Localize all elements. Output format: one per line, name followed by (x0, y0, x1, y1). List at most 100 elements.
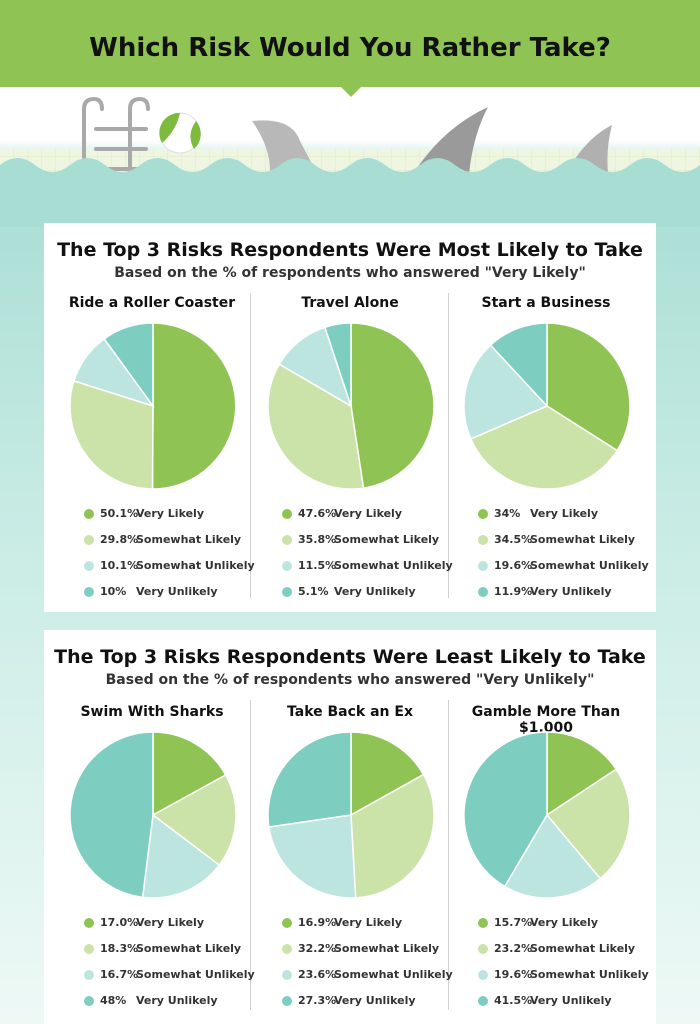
legend-swatch (282, 944, 292, 954)
legend-label: Very Unlikely (334, 994, 416, 1007)
very-unlikely-slice (267, 731, 352, 828)
legend-swatch (84, 561, 94, 571)
somewhat-unlikely-slice (141, 813, 221, 899)
legend-label: Somewhat Likely (530, 533, 636, 546)
legend-label: Very Unlikely (334, 585, 416, 598)
legend-label: Somewhat Unlikely (136, 968, 255, 981)
pie-chart (69, 322, 237, 490)
legend-label: Somewhat Likely (136, 942, 242, 955)
legend-percent: 10% (100, 585, 127, 598)
least-likely-panel: The Top 3 Risks Respondents Were Least L… (44, 630, 656, 1024)
legend-swatch (282, 970, 292, 980)
legend-swatch (478, 587, 488, 597)
legend-swatch (282, 918, 292, 928)
page-title: Which Risk Would You Rather Take? (89, 33, 611, 63)
legend-label: Somewhat Unlikely (530, 559, 649, 572)
legend-label: Very Unlikely (530, 994, 612, 1007)
header-banner (0, 0, 700, 87)
somewhat-likely-slice (151, 773, 237, 867)
legend-percent: 18.3% (100, 942, 139, 955)
legend-percent: 35.8% (298, 533, 337, 546)
legend-label: Very Likely (334, 507, 402, 520)
legend-swatch (84, 587, 94, 597)
legend-label: Very Likely (530, 507, 598, 520)
legend-percent: 34.5% (494, 533, 533, 546)
column-divider (448, 293, 449, 598)
chart-title: Swim With Sharks (80, 704, 224, 720)
chart-title: Start a Business (481, 295, 611, 311)
somewhat-likely-slice (469, 405, 619, 490)
pie-chart (267, 731, 435, 899)
column-divider (250, 293, 251, 598)
very-likely-slice (151, 322, 237, 490)
very-likely-slice (350, 731, 425, 817)
somewhat-likely-slice (69, 379, 154, 490)
legend-swatch (478, 918, 488, 928)
legend-percent: 41.5% (494, 994, 533, 1007)
legend-swatch (282, 996, 292, 1006)
very-likely-slice (546, 731, 618, 817)
most-likely-panel: The Top 3 Risks Respondents Were Most Li… (44, 223, 656, 612)
legend-label: Very Unlikely (136, 585, 218, 598)
legend-swatch (478, 535, 488, 545)
legend-percent: 47.6% (298, 507, 337, 520)
chart-title: Ride a Roller Coaster (68, 295, 236, 311)
column-divider (250, 700, 251, 1010)
legend-swatch (84, 944, 94, 954)
legend-swatch (84, 996, 94, 1006)
legend-percent: 23.6% (298, 968, 337, 981)
chart-title: Gamble More Than $1,000 (471, 704, 621, 736)
legend-percent: 23.2% (494, 942, 533, 955)
legend-label: Somewhat Likely (530, 942, 636, 955)
somewhat-likely-slice (545, 768, 631, 880)
legend-label: Somewhat Unlikely (334, 559, 453, 572)
legend-percent: 15.7% (494, 916, 533, 929)
legend-percent: 11.5% (298, 559, 337, 572)
legend-label: Very Likely (136, 507, 204, 520)
legend-swatch (478, 970, 488, 980)
legend-swatch (282, 535, 292, 545)
somewhat-unlikely-slice (268, 814, 357, 899)
very-unlikely-slice (463, 731, 548, 888)
legend-label: Very Likely (136, 916, 204, 929)
legend-percent: 29.8% (100, 533, 139, 546)
panel-subtitle: Based on the % of respondents who answer… (105, 672, 595, 688)
pool-scene-illustration (0, 96, 700, 227)
legend-swatch (84, 970, 94, 980)
legend-percent: 32.2% (298, 942, 337, 955)
legend-label: Very Likely (334, 916, 402, 929)
legend-percent: 10.1% (100, 559, 139, 572)
somewhat-unlikely-slice (503, 813, 602, 899)
legend-label: Somewhat Unlikely (136, 559, 255, 572)
legend-percent: 19.6% (494, 559, 533, 572)
panel-title: The Top 3 Risks Respondents Were Least L… (54, 646, 646, 668)
legend-swatch (478, 561, 488, 571)
chart-title: Travel Alone (301, 295, 399, 311)
very-likely-slice (350, 322, 435, 489)
column-divider (448, 700, 449, 1010)
somewhat-likely-slice (350, 773, 435, 899)
legend-percent: 17.0% (100, 916, 139, 929)
legend-label: Very Unlikely (530, 585, 612, 598)
very-unlikely-slice (489, 322, 548, 408)
legend-label: Somewhat Unlikely (530, 968, 649, 981)
legend-label: Somewhat Likely (334, 533, 440, 546)
pie-chart (463, 731, 631, 899)
pie-chart (463, 322, 631, 490)
very-unlikely-slice (103, 322, 154, 409)
legend-percent: 16.9% (298, 916, 337, 929)
legend-percent: 50.1% (100, 507, 139, 520)
legend-label: Somewhat Unlikely (334, 968, 453, 981)
somewhat-unlikely-slice (463, 344, 549, 440)
very-unlikely-slice (69, 731, 154, 899)
panel-subtitle: Based on the % of respondents who answer… (114, 265, 586, 281)
pie-chart (267, 322, 435, 490)
legend-swatch (84, 918, 94, 928)
legend-swatch (84, 509, 94, 519)
legend-percent: 16.7% (100, 968, 139, 981)
banner-pointer (340, 86, 362, 97)
legend-label: Somewhat Likely (136, 533, 242, 546)
legend-swatch (282, 509, 292, 519)
legend-swatch (478, 944, 488, 954)
very-likely-slice (152, 731, 227, 817)
